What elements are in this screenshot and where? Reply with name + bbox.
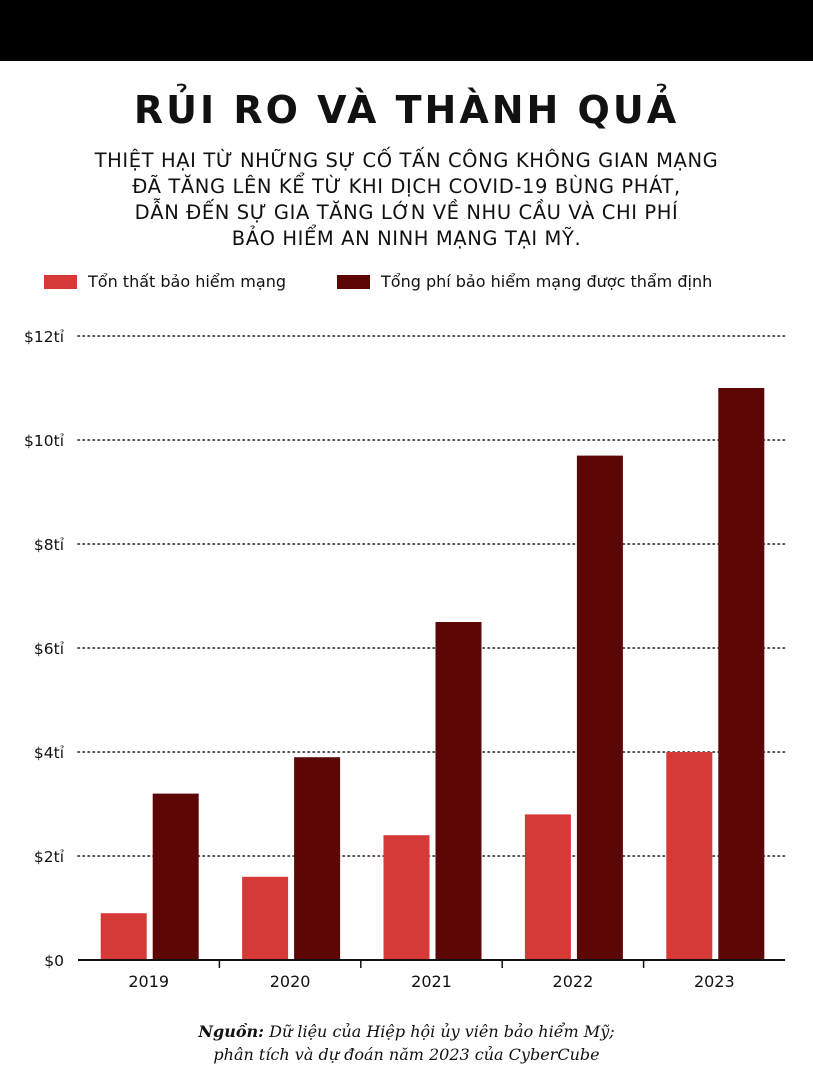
legend-label-losses: Tổn thất bảo hiểm mạng — [88, 272, 286, 291]
bar-losses — [242, 876, 289, 960]
y-tick-label: $6tỉ — [34, 640, 64, 658]
bar-premiums — [576, 455, 623, 960]
source-line-2: phân tích và dự đoán năm 2023 của CyberC… — [213, 1045, 600, 1064]
bar-premiums — [152, 793, 199, 960]
subtitle-line: THIỆT HẠI TỪ NHỮNG SỰ CỐ TẤN CÔNG KHÔNG … — [94, 149, 719, 172]
top-banner — [0, 0, 813, 61]
bar-premiums — [718, 388, 765, 960]
subtitle-line: DẪN ĐẾN SỰ GIA TĂNG LỚN VỀ NHU CẦU VÀ CH… — [134, 201, 679, 224]
chart-title: RỦI RO VÀ THÀNH QUẢ — [133, 88, 680, 132]
x-tick-label: 2023 — [694, 972, 735, 991]
bar-premiums — [435, 622, 482, 960]
legend-swatch-losses — [44, 275, 77, 289]
x-tick-label: 2020 — [270, 972, 311, 991]
y-tick-label: $12tỉ — [24, 328, 64, 346]
bar-losses — [666, 752, 713, 960]
bar-losses — [100, 913, 147, 960]
source-note: Nguồn: Dữ liệu của Hiệp hội ủy viên bảo … — [0, 1020, 813, 1066]
x-tick-label: 2021 — [411, 972, 452, 991]
x-tick-label: 2019 — [128, 972, 169, 991]
bar-premiums — [294, 757, 341, 960]
bars — [100, 388, 765, 960]
y-tick-label: $2tỉ — [34, 848, 64, 866]
subtitle-line: BẢO HIỂM AN NINH MẠNG TẠI MỸ. — [231, 227, 582, 250]
legend-swatch-premiums — [337, 275, 370, 289]
subtitle-line: ĐÃ TĂNG LÊN KỂ TỪ KHI DỊCH COVID-19 BÙNG… — [132, 175, 681, 198]
x-tick-label: 2022 — [553, 972, 594, 991]
axis: $0 $2tỉ $4tỉ $6tỉ $8tỉ $10tỉ $12tỉ 2019 2020 2021… — [24, 328, 785, 991]
source-line-1: Dữ liệu của Hiệp hội ủy viên bảo hiểm Mỹ… — [269, 1022, 615, 1041]
source-label: Nguồn: — [198, 1022, 265, 1041]
y-tick-label: $10tỉ — [24, 432, 64, 450]
legend-label-premiums: Tổng phí bảo hiểm mạng được thẩm định — [381, 272, 713, 291]
bar-chart: $0 $2tỉ $4tỉ $6tỉ $8tỉ $10tỉ $12tỉ 2019 2020 2021… — [24, 328, 786, 991]
y-tick-label: $0 — [44, 952, 64, 970]
bar-losses — [524, 814, 571, 960]
y-tick-label: $4tỉ — [34, 744, 64, 762]
bar-losses — [383, 835, 430, 960]
y-tick-label: $8tỉ — [34, 536, 64, 554]
chart-subtitle: THIỆT HẠI TỪ NHỮNG SỰ CỐ TẤN CÔNG KHÔNG … — [40, 148, 773, 252]
